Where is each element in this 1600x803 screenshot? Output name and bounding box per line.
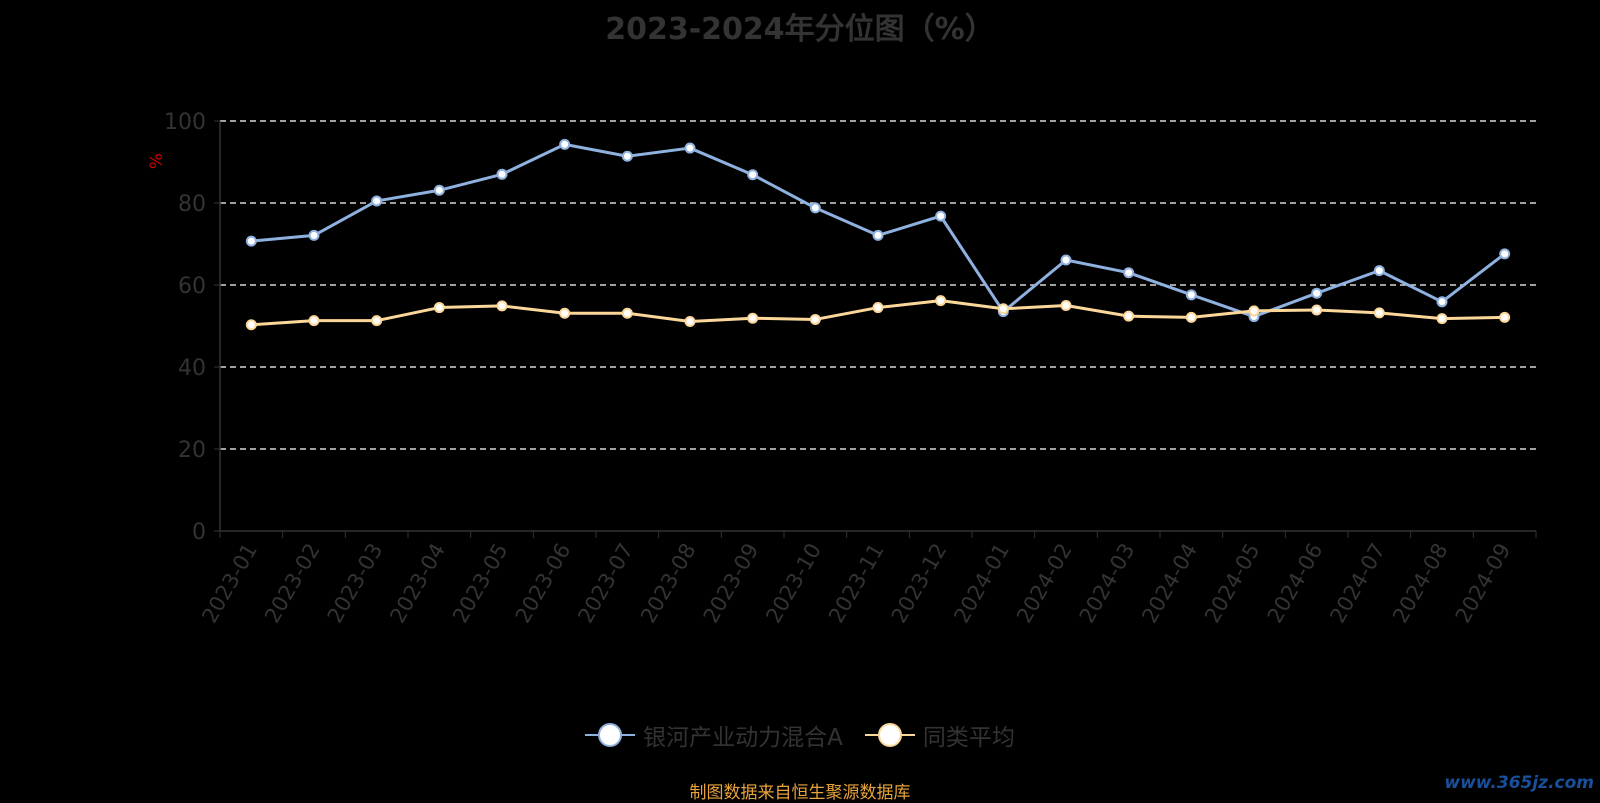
x-tick-label-2024-08: 2024-08 [1388, 539, 1453, 627]
watermark: www.365jz.com [1444, 773, 1594, 793]
legend-label-average: 同类平均 [922, 725, 1015, 751]
data-point-s1-2023-03 [371, 315, 383, 327]
x-tick-label-2023-11: 2023-11 [824, 539, 889, 627]
y-tick-label-0: 0 [192, 520, 206, 545]
data-source-note: 制图数据来自恒生聚源数据库 [689, 783, 911, 803]
data-point-s1-2024-08 [1436, 313, 1448, 325]
data-point-s1-2023-05 [496, 300, 508, 312]
legend-swatch-average-icon [864, 723, 915, 747]
y-tick-label-80: 80 [178, 192, 206, 217]
x-tick-label-2023-06: 2023-06 [511, 539, 576, 627]
legend-fund-dot [598, 723, 623, 747]
data-point-s0-2023-10 [809, 202, 821, 214]
data-point-s0-2023-08 [684, 142, 696, 154]
data-point-s0-2024-04 [1185, 289, 1197, 301]
data-point-s1-2023-07 [621, 307, 633, 319]
x-tick-label-2024-02: 2024-02 [1012, 539, 1077, 627]
data-point-s1-2024-04 [1185, 311, 1197, 323]
data-point-s0-2024-07 [1373, 265, 1385, 277]
x-tick-label-2023-12: 2023-12 [887, 539, 952, 627]
data-point-s0-2024-03 [1123, 267, 1135, 279]
x-tick-label-2023-01: 2023-01 [197, 539, 262, 627]
data-point-s1-2024-02 [1060, 300, 1072, 311]
data-point-s0-2024-09 [1499, 248, 1511, 260]
data-point-s0-2023-01 [245, 235, 257, 247]
data-point-s0-2023-03 [371, 195, 383, 207]
data-point-s1-2023-06 [559, 307, 571, 319]
data-point-s1-2023-11 [872, 302, 884, 314]
x-tick-label-2024-06: 2024-06 [1263, 539, 1328, 627]
chart-legend: 银河产业动力混合A 同类平均 [0, 718, 1600, 752]
data-point-s1-2023-01 [245, 319, 257, 331]
x-tick-label-2024-04: 2024-04 [1137, 539, 1202, 627]
y-tick-label-100: 100 [164, 110, 206, 135]
data-point-s1-2024-06 [1311, 304, 1323, 316]
data-point-s0-2023-12 [935, 210, 947, 222]
line-chart: 020406080100%2023-012023-022023-032023-0… [147, 110, 1537, 627]
data-point-s1-2024-07 [1373, 307, 1385, 319]
data-point-s1-2024-09 [1499, 311, 1511, 323]
legend-item-fund[interactable]: 银河产业动力混合A [585, 718, 843, 752]
data-point-s1-2023-10 [809, 313, 821, 325]
y-tick-label-20: 20 [178, 438, 206, 463]
data-point-s0-2023-11 [872, 229, 884, 241]
data-point-s1-2023-08 [684, 315, 696, 327]
x-tick-label-2024-03: 2024-03 [1075, 539, 1140, 627]
y-tick-label-60: 60 [178, 274, 206, 299]
y-axis-label: % [147, 153, 167, 169]
data-point-s0-2023-06 [559, 138, 571, 150]
legend-item-average[interactable]: 同类平均 [864, 718, 1015, 752]
data-point-s1-2023-12 [935, 295, 947, 307]
data-point-s0-2024-02 [1060, 254, 1072, 266]
data-point-s0-2024-06 [1311, 287, 1323, 299]
x-tick-label-2023-02: 2023-02 [260, 539, 325, 627]
x-tick-label-2024-09: 2024-09 [1451, 539, 1516, 627]
legend-swatch-fund-icon [585, 723, 636, 747]
x-tick-label-2023-08: 2023-08 [636, 539, 701, 627]
data-point-s0-2023-05 [496, 168, 508, 180]
legend-average-dot [877, 723, 902, 747]
data-point-s0-2023-09 [747, 169, 759, 181]
y-tick-label-40: 40 [178, 356, 206, 381]
data-point-s1-2023-04 [433, 302, 445, 314]
data-point-s1-2023-09 [747, 312, 759, 324]
data-point-s0-2023-04 [433, 184, 445, 196]
x-tick-label-2023-04: 2023-04 [385, 539, 450, 627]
x-tick-label-2024-05: 2024-05 [1200, 539, 1265, 627]
data-point-s0-2024-08 [1436, 296, 1448, 308]
x-tick-label-2023-03: 2023-03 [323, 539, 388, 627]
data-point-s0-2023-02 [308, 229, 320, 241]
legend-label-fund: 银河产业动力混合A [643, 725, 843, 751]
data-point-s1-2023-02 [308, 315, 320, 327]
x-tick-label-2023-09: 2023-09 [699, 539, 764, 627]
x-tick-label-2023-05: 2023-05 [448, 539, 513, 627]
x-tick-label-2024-07: 2024-07 [1325, 539, 1390, 627]
data-point-s1-2024-05 [1248, 305, 1260, 317]
data-point-s0-2023-07 [621, 150, 633, 162]
data-point-s1-2024-01 [997, 303, 1009, 315]
data-point-s1-2024-03 [1123, 310, 1135, 322]
x-tick-label-2023-10: 2023-10 [761, 539, 826, 627]
chart-title: 2023-2024年分位图（%） [605, 12, 995, 47]
x-tick-label-2023-07: 2023-07 [573, 539, 638, 627]
x-tick-label-2024-01: 2024-01 [949, 539, 1014, 627]
